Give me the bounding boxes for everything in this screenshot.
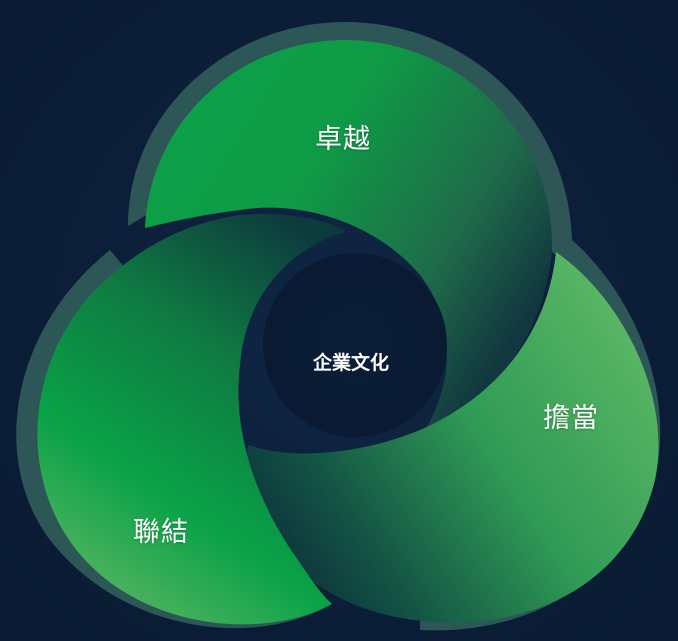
petal-top [145,40,553,430]
center-label: 企業文化 [313,352,390,374]
center-hub [263,253,447,437]
petal-right [247,252,659,623]
petal-label-left: 聯結 [133,517,189,548]
petal-label-top: 卓越 [315,124,371,155]
petal-left [37,213,345,625]
petal-label-right: 擔當 [543,403,599,434]
